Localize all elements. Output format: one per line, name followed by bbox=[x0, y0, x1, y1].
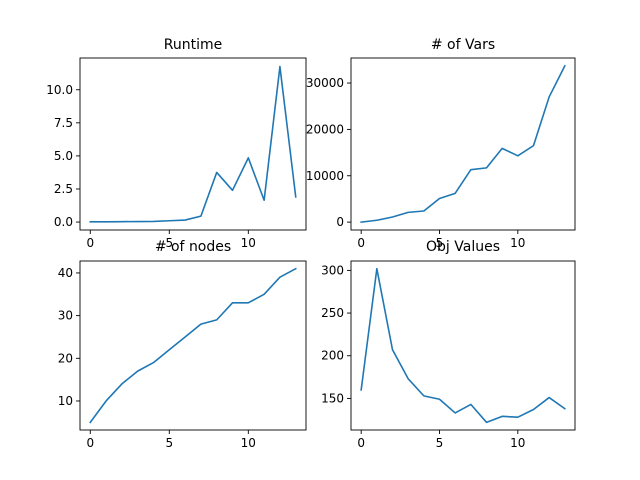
x-tick-label: 5 bbox=[165, 436, 173, 450]
axes-frame bbox=[350, 260, 576, 431]
x-tick-label: 0 bbox=[357, 236, 365, 250]
y-tick-label: 10000 bbox=[306, 169, 344, 183]
x-tick-label: 0 bbox=[86, 236, 94, 250]
x-tick-label: 5 bbox=[165, 236, 173, 250]
series-line bbox=[360, 267, 566, 424]
x-tick-label: 10 bbox=[241, 236, 256, 250]
subplot-title: Obj Values bbox=[426, 239, 500, 255]
y-tick-label: 2.5 bbox=[54, 182, 73, 196]
subplot-title: Runtime bbox=[164, 37, 222, 53]
y-tick-label: 20000 bbox=[306, 122, 344, 136]
x-tick-label: 10 bbox=[510, 436, 525, 450]
x-tick-label: 5 bbox=[436, 236, 444, 250]
subplot-runtime: 0 5 10 0.0 2.5 5.0 7.5 10.0 Runtime bbox=[46, 37, 307, 250]
x-tick-label: 10 bbox=[241, 436, 256, 450]
x-tick-label: 10 bbox=[510, 236, 525, 250]
subplot-vars: 0 5 10 0 10000 20000 30000 # of Vars bbox=[306, 37, 576, 250]
y-tick-label: 300 bbox=[321, 263, 344, 277]
y-tick-label: 40 bbox=[58, 266, 73, 280]
y-tick-label: 200 bbox=[321, 349, 344, 363]
subplot-obj-values: 0 5 10 150 200 250 300 Obj Values bbox=[321, 239, 576, 450]
series-line bbox=[89, 267, 297, 424]
x-tick-label: 5 bbox=[436, 436, 444, 450]
y-tick-label: 10 bbox=[58, 394, 73, 408]
y-tick-label: 0 bbox=[336, 215, 344, 229]
y-tick-label: 10.0 bbox=[46, 83, 73, 97]
y-tick-label: 150 bbox=[321, 391, 344, 405]
y-tick-label: 5.0 bbox=[54, 149, 73, 163]
y-tick-label: 20 bbox=[58, 351, 73, 365]
axes-frame bbox=[79, 260, 307, 431]
y-tick-label: 250 bbox=[321, 306, 344, 320]
y-tick-label: 7.5 bbox=[54, 116, 73, 130]
series-line bbox=[89, 65, 297, 223]
x-tick-label: 0 bbox=[357, 436, 365, 450]
subplot-nodes: 0 5 10 10 20 30 40 # of nodes bbox=[58, 239, 307, 450]
y-tick-label: 30000 bbox=[306, 76, 344, 90]
subplot-title: # of nodes bbox=[155, 239, 231, 255]
y-tick-label: 30 bbox=[58, 309, 73, 323]
series-line bbox=[360, 64, 566, 224]
axes-frame bbox=[79, 57, 307, 231]
axes-frame bbox=[350, 57, 576, 231]
subplot-title: # of Vars bbox=[431, 37, 495, 53]
x-tick-label: 0 bbox=[86, 436, 94, 450]
y-tick-label: 0.0 bbox=[54, 215, 73, 229]
